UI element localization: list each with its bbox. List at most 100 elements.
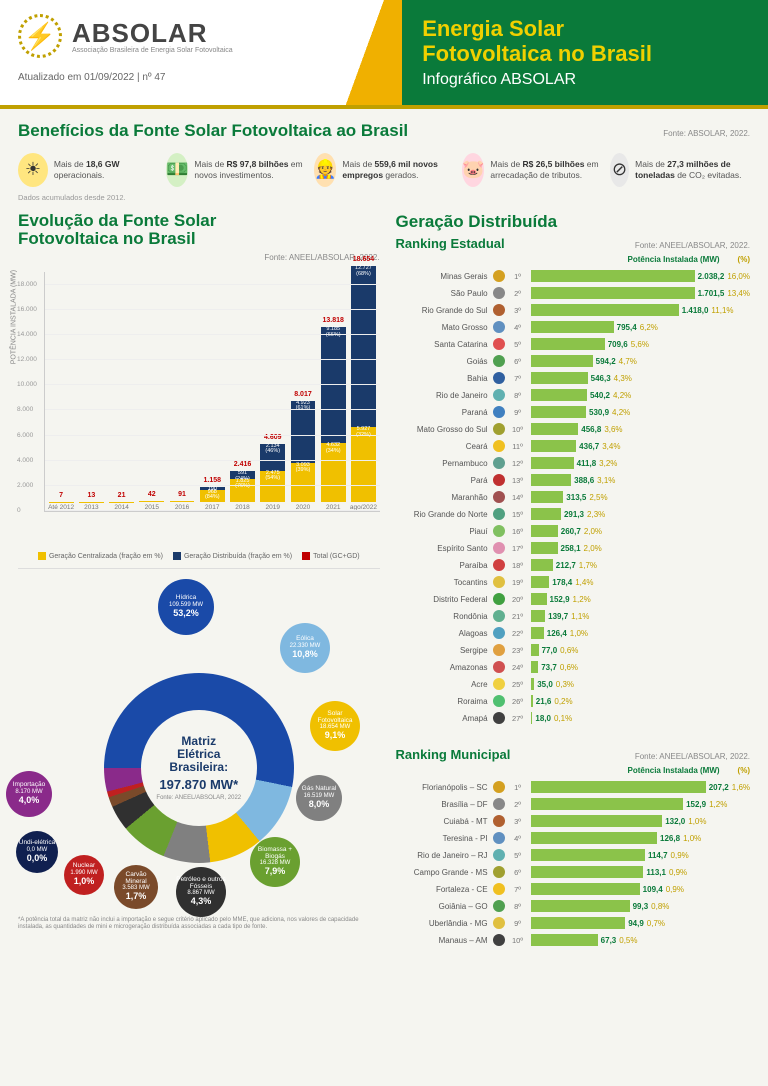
benefits-title: Benefícios da Fonte Solar Fotovoltaica a… (18, 121, 408, 141)
rank-mw: 594,2 (596, 357, 616, 366)
rank-bar (531, 270, 695, 282)
rank-bar (531, 440, 577, 452)
rank-name: Rio de Janeiro (396, 391, 490, 400)
rank-pct: 0,2% (554, 697, 572, 706)
benefits-section: Benefícios da Fonte Solar Fotovoltaica a… (0, 109, 768, 208)
gd-title: Geração Distribuída (396, 212, 750, 232)
rank-mw: 94,9 (628, 919, 644, 928)
rank-name: Santa Catarina (396, 340, 490, 349)
rank-mw: 709,6 (608, 340, 628, 349)
benefit-text: Mais de R$ 97,8 bilhões em novos investi… (194, 159, 306, 179)
benefit-item: 🐷Mais de R$ 26,5 bilhões em arrecadação … (462, 153, 602, 187)
rank-row: Rio de Janeiro – RJ 5º 114,7 0,9% (396, 847, 750, 864)
rank-row: Pará 13º 388,6 3,1% (396, 472, 750, 489)
rank-flag-icon (493, 781, 505, 793)
rank-name: Rondônia (396, 612, 490, 621)
rank-mw: 178,4 (552, 578, 572, 587)
donut-center: MatrizElétricaBrasileira: 197.870 MW* Fo… (141, 710, 257, 826)
header-diagonal (332, 0, 402, 105)
rank-name: Mato Grosso do Sul (396, 425, 490, 434)
rank-mw: 436,7 (579, 442, 599, 451)
rank-name: Manaus – AM (396, 936, 490, 945)
evolution-fonte: Fonte: ANEEL/ABSOLAR, 2022. (18, 253, 380, 262)
rank-pct: 11,1% (711, 306, 733, 315)
rank-row: Espírito Santo 17º 258,1 2,0% (396, 540, 750, 557)
rank-name: Uberlândia - MG (396, 919, 490, 928)
rank-bar (531, 678, 535, 690)
rank-position: 8º (508, 902, 528, 911)
bar-total-label: 13.818 (323, 317, 344, 324)
rank-mw: 152,9 (686, 800, 706, 809)
rank-mw: 18,0 (535, 714, 551, 723)
rank-bar (531, 900, 630, 912)
rank-row: Tocantins 19º 178,4 1,4% (396, 574, 750, 591)
rank-mw: 73,7 (541, 663, 557, 672)
rank-flag-icon (493, 372, 505, 384)
rank-flag-icon (493, 338, 505, 350)
benefit-text: Mais de 27,3 milhões de toneladas de CO₂… (635, 159, 750, 179)
rank-name: Ceará (396, 442, 490, 451)
rank-mw: 260,7 (561, 527, 581, 536)
rank-bar (531, 338, 605, 350)
rank-pct: 1,7% (579, 561, 597, 570)
rank-pct: 2,0% (584, 527, 602, 536)
evolution-legend: Geração Centralizada (fração em %) Geraç… (18, 552, 380, 560)
rank-name: Mato Grosso (396, 323, 490, 332)
rank-flag-icon (493, 849, 505, 861)
rank-name: Amapá (396, 714, 490, 723)
bar-gc: 4.632 (34%) (321, 443, 346, 502)
rank-flag-icon (493, 866, 505, 878)
rank-position: 11º (508, 442, 528, 451)
rank-position: 7º (508, 374, 528, 383)
rank-position: 4º (508, 323, 528, 332)
rank-name: Rio Grande do Norte (396, 510, 490, 519)
rank-name: Goiânia – GO (396, 902, 490, 911)
rank-flag-icon (493, 576, 505, 588)
rank-pct: 1,6% (732, 783, 750, 792)
rank-flag-icon (493, 287, 505, 299)
rank-position: 27º (508, 714, 528, 723)
rank-pct: 4,2% (613, 391, 631, 400)
rank-pct: 0,9% (666, 885, 684, 894)
header-left: ⚡ ABSOLAR Associação Brasileira de Energ… (0, 0, 332, 105)
benefit-item: 💵Mais de R$ 97,8 bilhões em novos invest… (166, 153, 306, 187)
rank-mw: 126,8 (660, 834, 680, 843)
bar-gc (139, 501, 164, 502)
rank-row: Bahia 7º 546,3 4,3% (396, 370, 750, 387)
title-line-1: Energia Solar (422, 16, 748, 41)
rank-name: Espírito Santo (396, 544, 490, 553)
rank-bar (531, 883, 640, 895)
rank-position: 12º (508, 459, 528, 468)
year-column: 1.825 (76%) 591 (24%) 2.416 2018 (228, 471, 256, 511)
rank-pct: 3,2% (599, 459, 617, 468)
rank-row: Pernambuco 12º 411,8 3,2% (396, 455, 750, 472)
rank-pct: 3,4% (602, 442, 620, 451)
rank-bar (531, 832, 657, 844)
bar-total-label: 7 (59, 492, 63, 499)
rank-row: Brasília – DF 2º 152,9 1,2% (396, 796, 750, 813)
rank-name: Fortaleza - CE (396, 885, 490, 894)
rank-bar (531, 781, 706, 793)
rank-position: 5º (508, 340, 528, 349)
benefit-icon: ☀ (18, 153, 48, 187)
rank-flag-icon (493, 304, 505, 316)
rank-row: Fortaleza - CE 7º 109,4 0,9% (396, 881, 750, 898)
rank-mw: 152,9 (550, 595, 570, 604)
rank-flag-icon (493, 440, 505, 452)
rank-mw: 113,1 (646, 868, 666, 877)
rank-position: 6º (508, 868, 528, 877)
rank-row: Mato Grosso 4º 795,4 6,2% (396, 319, 750, 336)
matrix-note: *A potência total da matriz não inclui a… (18, 917, 380, 931)
rank-bar (531, 593, 547, 605)
rank-pct: 0,7% (647, 919, 665, 928)
rank-position: 14º (508, 493, 528, 502)
subtitle: Infográfico ABSOLAR (422, 71, 748, 89)
bar-gd: 12.727 (68%) (351, 266, 376, 427)
rank-row: Amazonas 24º 73,7 0,6% (396, 659, 750, 676)
rank-flag-icon (493, 508, 505, 520)
donut-label: Gás Natural16.519 MW8,0% (296, 775, 342, 821)
rank-row: Amapá 27º 18,0 0,1% (396, 710, 750, 727)
rank-position: 15º (508, 510, 528, 519)
matrix-donut: MatrizElétricaBrasileira: 197.870 MW* Fo… (18, 583, 380, 913)
rank-bar (531, 406, 586, 418)
